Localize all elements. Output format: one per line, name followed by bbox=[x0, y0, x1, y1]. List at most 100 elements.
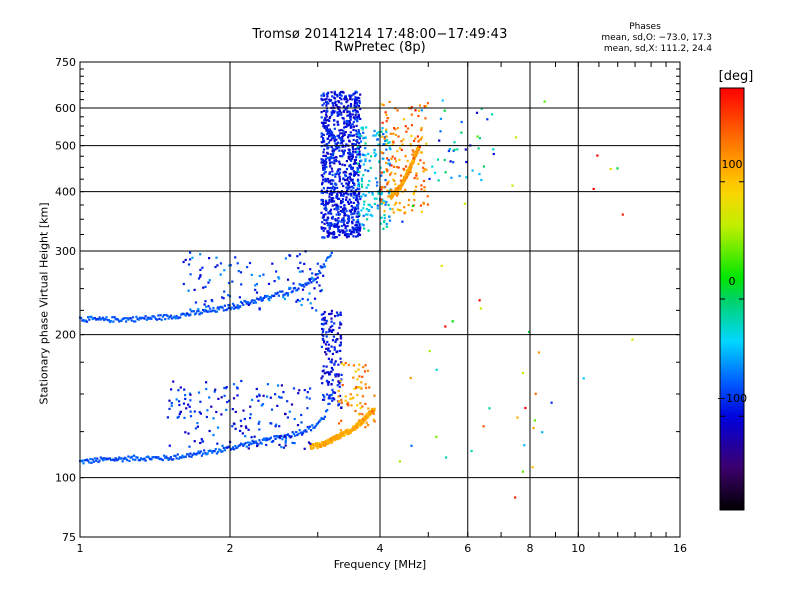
echo-point bbox=[251, 398, 254, 401]
echo-point bbox=[351, 227, 355, 230]
echo-point bbox=[341, 208, 345, 211]
series-1-point bbox=[342, 432, 345, 436]
echo-point bbox=[339, 357, 342, 360]
echo-point bbox=[435, 368, 438, 371]
echo-point bbox=[189, 415, 193, 418]
echo-point bbox=[413, 177, 416, 180]
echo-point bbox=[352, 364, 355, 367]
grid-lines bbox=[80, 62, 680, 537]
series-1-point bbox=[309, 445, 312, 448]
echo-point bbox=[347, 233, 350, 236]
echo-point bbox=[358, 156, 361, 159]
echo-point bbox=[335, 206, 338, 209]
echo-point bbox=[357, 229, 360, 232]
echo-point bbox=[338, 385, 341, 388]
series-0-point bbox=[241, 443, 244, 446]
echo-point bbox=[356, 393, 359, 396]
echo-point bbox=[322, 125, 325, 128]
series-1-point bbox=[343, 434, 346, 437]
series-0-point bbox=[245, 445, 248, 448]
echo-point bbox=[170, 402, 173, 405]
echo-point bbox=[334, 101, 337, 105]
echo-point bbox=[365, 126, 368, 129]
series-0-point bbox=[282, 435, 285, 438]
series-0-point bbox=[214, 448, 217, 451]
echo-point bbox=[356, 212, 359, 215]
echo-point bbox=[297, 267, 300, 270]
echo-point bbox=[249, 416, 252, 420]
echo-point bbox=[350, 213, 353, 216]
echo-point bbox=[340, 220, 343, 223]
echo-point bbox=[407, 173, 410, 176]
echo-point bbox=[248, 261, 252, 265]
echo-point bbox=[189, 251, 192, 254]
echo-point bbox=[337, 404, 340, 407]
echo-point bbox=[343, 120, 346, 123]
echo-point bbox=[373, 129, 376, 133]
echo-point bbox=[334, 173, 337, 176]
series-2-point bbox=[223, 304, 226, 307]
echo-point bbox=[325, 207, 328, 211]
echo-point bbox=[370, 206, 373, 209]
series-0-point bbox=[138, 459, 141, 462]
echo-point bbox=[478, 173, 481, 176]
echo-point bbox=[358, 375, 361, 378]
colorbar-tick-label: 100 bbox=[722, 158, 743, 171]
echo-point bbox=[331, 399, 334, 402]
echo-point bbox=[325, 126, 329, 129]
echo-point bbox=[388, 100, 391, 103]
y-tick-label: 300 bbox=[55, 245, 76, 258]
echo-point bbox=[340, 229, 343, 232]
echo-point bbox=[324, 158, 328, 161]
echo-point bbox=[223, 290, 226, 293]
echo-point bbox=[354, 129, 357, 132]
echo-point bbox=[350, 159, 353, 162]
echo-point bbox=[201, 440, 205, 443]
echo-point bbox=[360, 179, 364, 183]
echo-point bbox=[323, 319, 326, 322]
echo-point bbox=[395, 166, 398, 169]
series-2-point bbox=[323, 265, 326, 268]
x-tick-label: 6 bbox=[464, 542, 471, 555]
echo-point bbox=[376, 181, 379, 184]
echo-point bbox=[333, 111, 336, 114]
series-2-point bbox=[245, 302, 248, 305]
series-0-point bbox=[110, 458, 113, 462]
echo-point bbox=[396, 208, 399, 211]
echo-point bbox=[358, 223, 361, 226]
echo-point bbox=[364, 364, 367, 367]
echo-point bbox=[390, 188, 393, 192]
echo-point bbox=[354, 158, 357, 161]
series-1-point bbox=[316, 442, 319, 445]
echo-point bbox=[349, 115, 352, 118]
series-2-point bbox=[98, 316, 101, 319]
echo-point bbox=[361, 128, 364, 131]
echo-point bbox=[353, 161, 357, 164]
echo-point bbox=[348, 110, 351, 113]
echo-point bbox=[354, 224, 357, 227]
echo-point bbox=[327, 201, 330, 204]
echo-point bbox=[308, 278, 311, 281]
echo-point bbox=[347, 181, 350, 184]
echo-point bbox=[335, 225, 339, 228]
echo-point bbox=[335, 138, 338, 141]
echo-point bbox=[631, 338, 634, 341]
echo-point bbox=[341, 384, 344, 387]
echo-point bbox=[355, 198, 358, 201]
echo-point bbox=[168, 399, 171, 402]
echo-point bbox=[240, 379, 243, 383]
echo-point bbox=[335, 172, 338, 175]
echo-point bbox=[358, 213, 361, 216]
echo-point bbox=[374, 134, 377, 137]
series-2-point bbox=[302, 283, 305, 287]
series-2-point bbox=[214, 310, 217, 313]
echo-point bbox=[390, 164, 393, 167]
echo-point bbox=[239, 419, 242, 422]
echo-point bbox=[332, 390, 335, 394]
series-0-point bbox=[119, 457, 122, 460]
series-2-point bbox=[330, 251, 333, 254]
echo-point bbox=[242, 409, 245, 412]
echo-point bbox=[321, 327, 324, 331]
echo-point bbox=[321, 375, 324, 378]
series-0-point bbox=[297, 432, 300, 435]
